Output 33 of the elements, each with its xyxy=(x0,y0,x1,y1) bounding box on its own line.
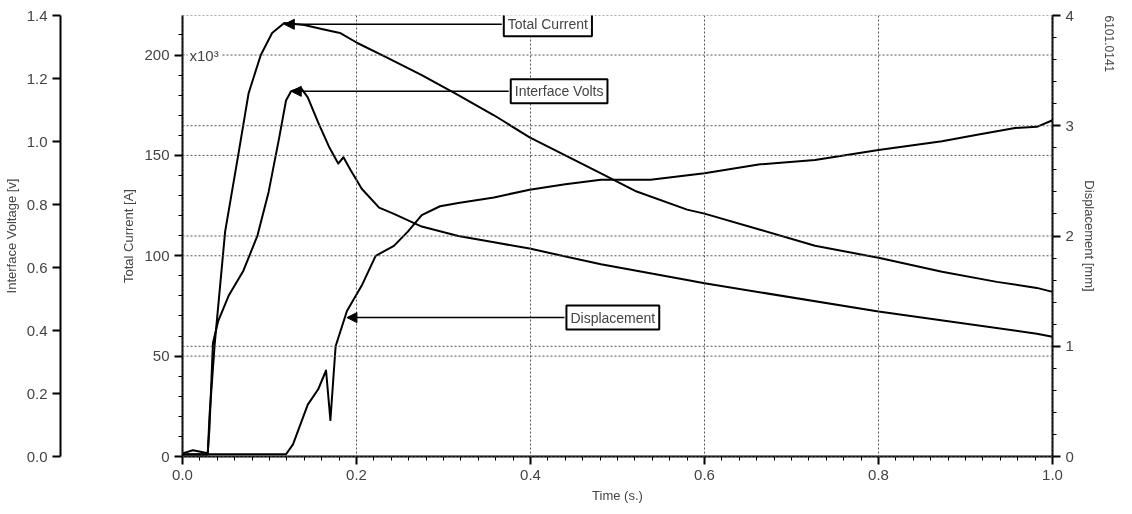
y2-tick-label: 50 xyxy=(152,347,170,365)
y3-tick-label: 2 xyxy=(1065,227,1074,244)
text: 6101.0141 xyxy=(1101,15,1116,73)
y-tick-label: 0.8 xyxy=(26,195,48,213)
y-tick-label: 0.6 xyxy=(26,258,48,276)
y-tick-label: 1.4 xyxy=(26,6,48,24)
x-tick-label: 1.0 xyxy=(1042,465,1063,483)
y3-axis-title: Displacement [mm] xyxy=(1081,180,1097,292)
annotation: x10³ xyxy=(189,46,219,64)
text: Displacement xyxy=(570,309,656,326)
y-tick-label: 0.0 xyxy=(26,447,48,465)
y-tick-label: 1.2 xyxy=(26,69,48,87)
y2-tick-label: 150 xyxy=(144,146,170,164)
text: Total Current xyxy=(507,16,589,33)
y3-tick-label: 0 xyxy=(1065,447,1074,465)
y-tick-label: 0.4 xyxy=(26,321,48,339)
text: Interface Volts xyxy=(514,83,604,100)
y3-tick-label: 1 xyxy=(1065,337,1074,355)
x-tick-label: 0.0 xyxy=(172,465,193,483)
y-tick-label: 1.0 xyxy=(26,132,48,150)
x-tick-label: 0.2 xyxy=(346,465,367,483)
y3-tick-label: 4 xyxy=(1065,6,1074,24)
y2-tick-label: 100 xyxy=(144,246,170,264)
y3-tick-label: 3 xyxy=(1065,116,1074,134)
x-tick-label: 0.6 xyxy=(694,465,715,483)
x-tick-label: 0.4 xyxy=(520,465,541,483)
y2-tick-label: 0 xyxy=(161,447,170,465)
y-tick-label: 0.2 xyxy=(26,384,48,402)
x-axis-title: Time (s.) xyxy=(592,487,643,503)
x-tick-label: 0.8 xyxy=(868,465,889,483)
y2-axis-title: Total Current [A] xyxy=(121,189,137,283)
y2-tick-label: 200 xyxy=(144,46,170,64)
y-axis-title: Interface Voltage [v] xyxy=(3,178,19,294)
